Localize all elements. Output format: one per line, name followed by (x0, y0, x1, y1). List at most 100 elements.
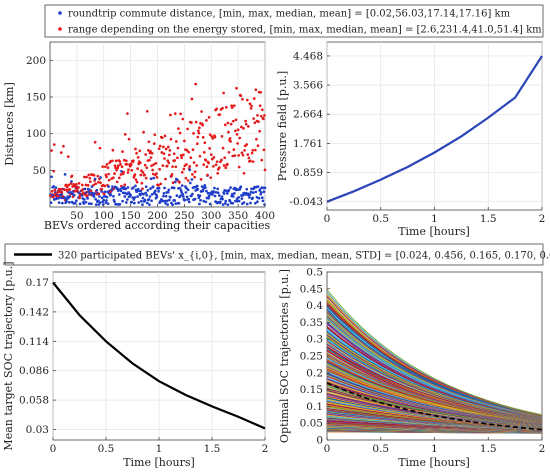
scatter-point-commute (216, 187, 220, 191)
scatter-point-commute (187, 200, 191, 204)
scatter-point-commute (154, 189, 157, 193)
p4-ytick-label: 0.45 (300, 283, 323, 295)
scatter-point-commute (198, 194, 202, 198)
scatter-point-range (204, 158, 208, 162)
p2-xtick-label: 1 (431, 213, 438, 225)
scatter-point-range (212, 155, 216, 159)
scatter-point-commute (187, 197, 191, 201)
scatter-point-range (220, 135, 224, 138)
scatter-point-commute (195, 184, 199, 188)
scatter-point-range (134, 178, 138, 182)
scatter-point-range (166, 145, 170, 149)
scatter-point-range (71, 185, 74, 188)
scatter-point-commute (256, 200, 259, 204)
scatter-point-range (83, 175, 86, 179)
scatter-point-range (50, 190, 54, 193)
scatter-point-range (86, 184, 90, 187)
scatter-point-range (130, 168, 134, 172)
scatter-point-range (131, 159, 135, 163)
scatter-point-range (215, 160, 219, 164)
scatter-point-range (196, 135, 200, 139)
scatter-point-commute (151, 185, 155, 189)
scatter-point-range (235, 86, 238, 90)
scatter-point-range (119, 162, 122, 166)
scatter-point-commute (258, 188, 262, 191)
scatter-point-range (168, 149, 172, 152)
scatter-point-commute (113, 200, 116, 203)
scatter-point-commute (169, 195, 172, 199)
scatter-point-range (63, 188, 66, 192)
scatter-point-range (246, 124, 250, 128)
scatter-point-commute (224, 199, 228, 203)
scatter-point-range (138, 161, 142, 165)
scatter-point-range (211, 137, 215, 140)
scatter-point-range (195, 142, 199, 146)
scatter-point-range (237, 165, 241, 169)
scatter-point-commute (180, 184, 184, 187)
scatter-point-range (141, 187, 144, 191)
scatter-point-commute (98, 201, 102, 205)
scatter-point-range (119, 173, 123, 176)
optimal-soc-mean-dashed (326, 382, 543, 431)
scatter-point-commute (57, 201, 61, 204)
scatter-point-range (87, 173, 91, 177)
scatter-point-commute (199, 198, 202, 202)
p3-ytick-label: 0.142 (19, 306, 49, 318)
scatter-point-range (198, 126, 201, 130)
scatter-point-range (246, 153, 250, 157)
scatter-point-range (263, 114, 266, 117)
scatter-point-range (250, 151, 254, 155)
scatter-point-range (186, 179, 190, 182)
scatter-point-commute (213, 194, 217, 198)
scatter-point-range (53, 188, 57, 192)
pressure-grid (326, 42, 543, 210)
p2-xtick-label: 2 (539, 213, 546, 225)
scatter-point-commute (145, 193, 149, 197)
scatter-point-range (139, 173, 143, 177)
scatter-point-range (142, 130, 145, 134)
scatter-point-commute (148, 195, 152, 198)
scatter-point-range (262, 148, 266, 152)
scatter-point-range (209, 153, 213, 156)
scatter-point-range (101, 165, 105, 169)
scatter-point-commute (191, 192, 194, 196)
p4-xtick-label: 2 (539, 443, 546, 455)
scatter-point-range (181, 117, 185, 121)
scatter-point-commute (200, 185, 204, 188)
scatter-point-range (260, 158, 264, 162)
scatter-point-commute (185, 186, 188, 190)
scatter-point-commute (124, 201, 128, 204)
scatter-point-range (256, 114, 259, 117)
scatter-point-range (186, 127, 189, 131)
scatter-point-range (190, 121, 193, 124)
scatter-point-commute (152, 176, 156, 180)
p4-xtick-label: 0 (324, 443, 331, 455)
scatter-point-range (105, 163, 109, 166)
p3-xtick-label: 1 (156, 443, 163, 455)
scatter-point-range (97, 192, 101, 196)
scatter-point-range (179, 153, 183, 157)
scatter-point-commute (166, 190, 170, 194)
scatter-point-range (237, 153, 241, 157)
scatter-point-commute (217, 194, 221, 197)
scatter-point-range (182, 167, 186, 171)
scatter-point-commute (72, 193, 76, 197)
scatter-point-commute (101, 203, 105, 206)
scatter-point-commute (198, 202, 201, 206)
scatter-point-range (80, 183, 84, 187)
scatter-point-range (169, 113, 172, 117)
scatter-point-range (98, 146, 102, 150)
scatter-point-range (198, 154, 202, 158)
scatter-point-commute (216, 191, 220, 195)
scatter-point-commute (188, 181, 192, 185)
scatter-x-ticks: 50 100 150 200 250 300 350 400 (70, 204, 275, 222)
mean-soc-grid (52, 272, 266, 440)
p4-ytick-label: 0.3 (306, 334, 323, 346)
scatter-point-range (173, 112, 177, 115)
scatter-point-commute (65, 200, 69, 203)
scatter-point-commute (121, 199, 124, 203)
scatter-point-commute (136, 195, 139, 198)
scatter-point-range (164, 147, 168, 151)
scatter-point-commute (214, 190, 218, 194)
scatter-point-commute (126, 198, 129, 201)
